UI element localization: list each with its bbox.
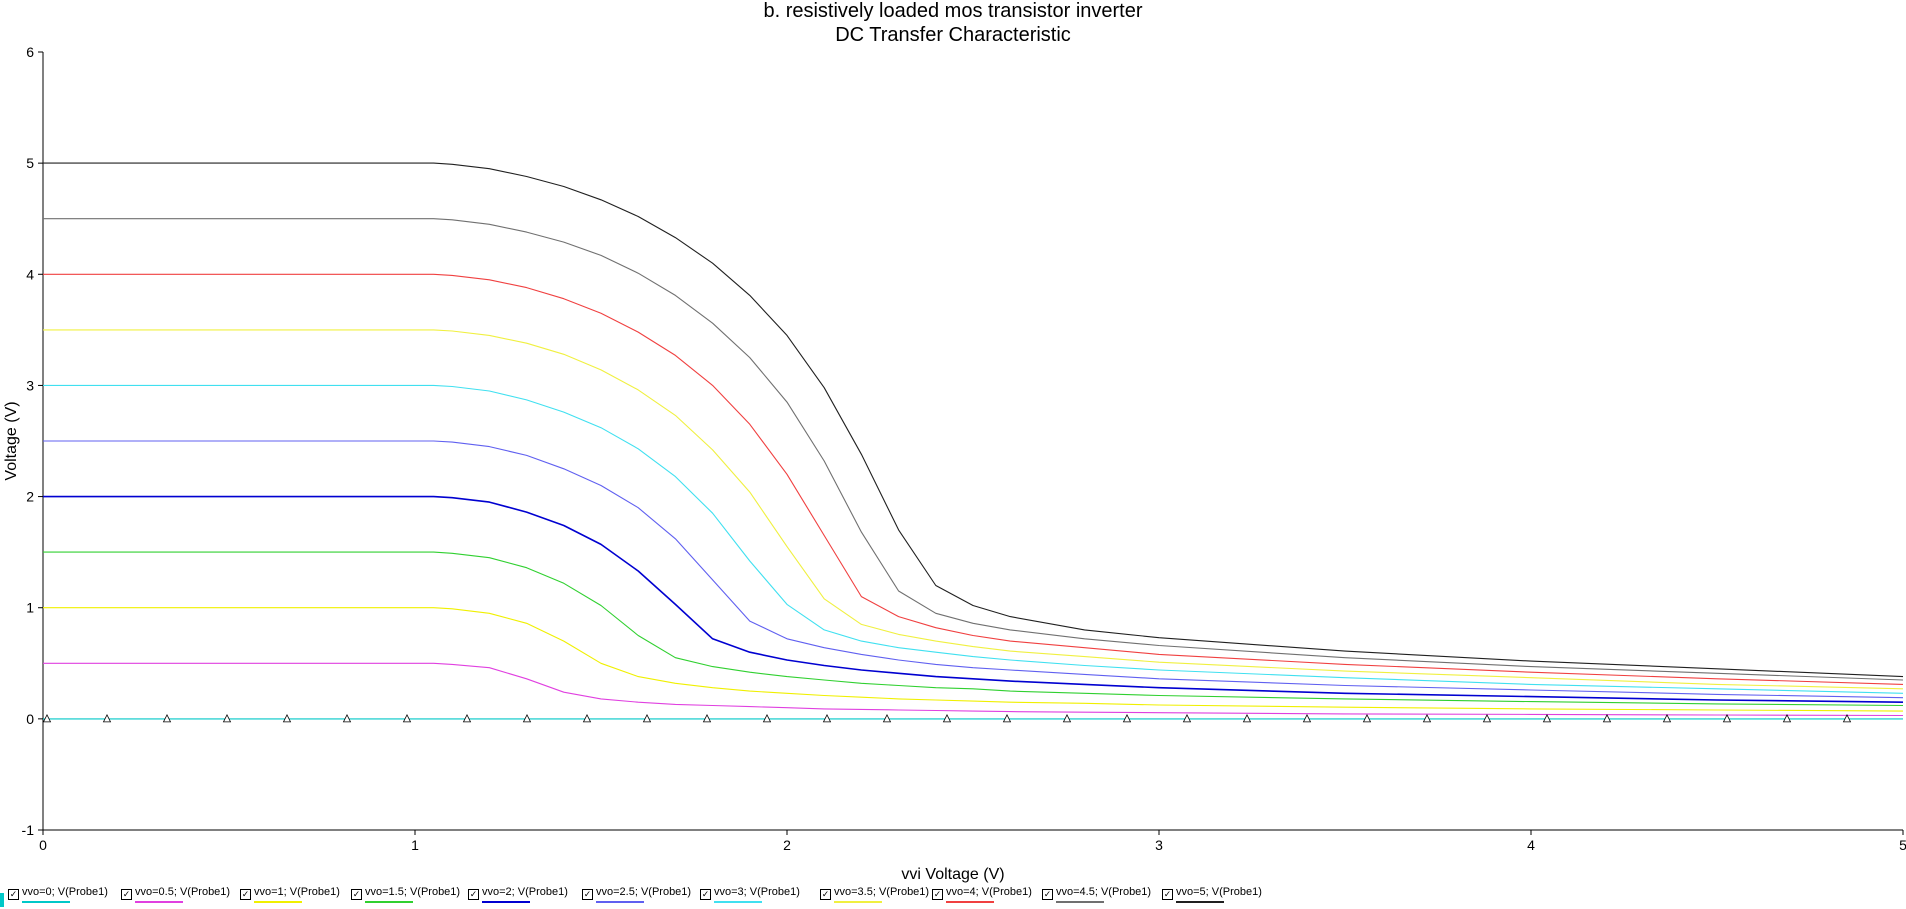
series-marker-0 [1422, 713, 1432, 723]
series-marker-0 [1062, 713, 1072, 723]
series-marker-0 [222, 713, 232, 723]
legend-swatch [482, 901, 530, 903]
series-line-8 [43, 273, 1904, 685]
series-marker-0 [702, 713, 712, 723]
legend-scroll-marker[interactable] [0, 893, 4, 907]
y-tick-label: 3 [26, 377, 34, 393]
legend-checkbox[interactable]: ✓ [121, 889, 132, 900]
legend-label: vvo=4.5; V(Probe1) [1056, 886, 1152, 898]
y-tick-label: -1 [22, 822, 35, 838]
series-marker-0 [822, 713, 832, 723]
series-marker-0 [762, 713, 772, 723]
legend-checkbox[interactable]: ✓ [1162, 889, 1173, 900]
series-marker-0 [1002, 713, 1012, 723]
legend-swatch [1176, 901, 1224, 903]
series-marker-0 [942, 713, 952, 723]
legend-swatch [1056, 901, 1104, 903]
series-marker-0 [1362, 713, 1372, 723]
legend-checkbox[interactable]: ✓ [582, 889, 593, 900]
series-marker-0 [1302, 713, 1312, 723]
x-tick-label: 2 [783, 837, 791, 853]
series-marker-0 [882, 713, 892, 723]
legend-checkbox[interactable]: ✓ [468, 889, 479, 900]
x-axis-label: vvi Voltage (V) [901, 866, 1004, 883]
series-marker-0 [1242, 713, 1252, 723]
series-marker-0 [102, 713, 112, 723]
series-marker-0 [642, 713, 652, 723]
legend-label: vvo=4; V(Probe1) [946, 886, 1032, 898]
legend-swatch [946, 901, 994, 903]
series-line-2 [43, 607, 1904, 712]
y-tick-label: 6 [26, 44, 34, 60]
chart-subtitle: DC Transfer Characteristic [835, 24, 1071, 46]
series-line-4 [43, 495, 1904, 703]
legend-label: vvo=2.5; V(Probe1) [596, 886, 692, 898]
series-marker-0 [162, 713, 172, 723]
y-tick-label: 0 [26, 711, 34, 727]
legend-swatch [254, 901, 302, 903]
legend-checkbox[interactable]: ✓ [351, 889, 362, 900]
series-marker-0 [1482, 713, 1492, 723]
x-tick-label: 5 [1899, 837, 1906, 853]
y-axis-label: Voltage (V) [3, 401, 20, 480]
series-marker-0 [402, 713, 412, 723]
y-tick-label: 1 [26, 600, 34, 616]
series-marker-0 [342, 713, 352, 723]
series-marker-0 [1722, 713, 1732, 723]
legend-swatch [365, 901, 413, 903]
legend-swatch [22, 901, 70, 903]
series-line-5 [43, 440, 1904, 699]
series-marker-0 [282, 713, 292, 723]
legend-label: vvo=0; V(Probe1) [22, 886, 108, 898]
series-marker-0 [462, 713, 472, 723]
legend-checkbox[interactable]: ✓ [1042, 889, 1053, 900]
y-tick-label: 5 [26, 155, 34, 171]
x-tick-label: 1 [411, 837, 419, 853]
series-line-7 [43, 329, 1904, 690]
series-marker-0 [1542, 713, 1552, 723]
series-line-9 [43, 218, 1904, 681]
legend-swatch [135, 901, 183, 903]
series-marker-0 [1782, 713, 1792, 723]
legend-label: vvo=0.5; V(Probe1) [135, 886, 231, 898]
x-tick-label: 0 [39, 837, 47, 853]
legend-checkbox[interactable]: ✓ [240, 889, 251, 900]
series-marker-0 [1842, 713, 1852, 723]
legend-label: vvo=2; V(Probe1) [482, 886, 568, 898]
legend-label: vvo=3; V(Probe1) [714, 886, 800, 898]
legend-label: vvo=5; V(Probe1) [1176, 886, 1262, 898]
legend: ✓ vvo=0; V(Probe1) ✓ vvo=0.5; V(Probe1) ✓ vvo… [0, 886, 1906, 909]
series-marker-0 [1662, 713, 1672, 723]
series-marker-0 [522, 713, 532, 723]
series-line-3 [43, 551, 1904, 707]
series-line-10 [43, 162, 1904, 678]
series-marker-0 [42, 713, 52, 723]
y-tick-label: 4 [26, 266, 34, 282]
legend-swatch [596, 901, 644, 903]
x-tick-label: 3 [1155, 837, 1163, 853]
series-marker-0 [1182, 713, 1192, 723]
legend-swatch [834, 901, 882, 903]
series-marker-0 [1602, 713, 1612, 723]
legend-checkbox[interactable]: ✓ [820, 889, 831, 900]
y-tick-label: 2 [26, 489, 34, 505]
legend-checkbox[interactable]: ✓ [932, 889, 943, 900]
legend-checkbox[interactable]: ✓ [8, 889, 19, 900]
series-line-1 [43, 662, 1904, 717]
series-line-6 [43, 384, 1904, 694]
legend-label: vvo=1; V(Probe1) [254, 886, 340, 898]
legend-swatch [714, 901, 762, 903]
legend-label: vvo=1.5; V(Probe1) [365, 886, 461, 898]
series-marker-0 [582, 713, 592, 723]
chart-title: b. resistively loaded mos transistor inv… [763, 0, 1143, 22]
legend-checkbox[interactable]: ✓ [700, 889, 711, 900]
series-marker-0 [1122, 713, 1132, 723]
legend-label: vvo=3.5; V(Probe1) [834, 886, 930, 898]
x-tick-label: 4 [1527, 837, 1535, 853]
